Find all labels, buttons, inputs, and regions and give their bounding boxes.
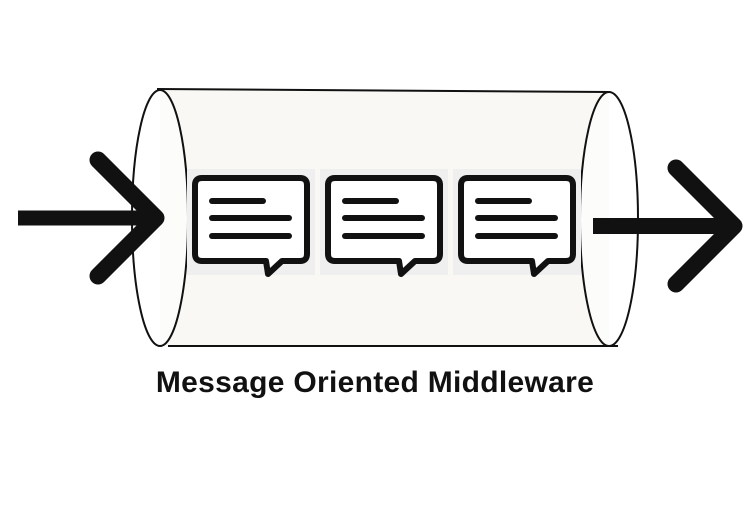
- message-bubble-icon: [187, 169, 315, 277]
- message-bubble-icon: [320, 169, 448, 277]
- output-arrow-head: [667, 159, 743, 293]
- message-bubble-icon: [453, 169, 581, 277]
- output-arrow-icon: [593, 159, 743, 293]
- input-arrow-head: [89, 151, 165, 285]
- diagram-title: Message Oriented Middleware: [155, 366, 595, 399]
- tube-top-edge: [156, 88, 610, 93]
- input-arrow-icon: [18, 151, 165, 285]
